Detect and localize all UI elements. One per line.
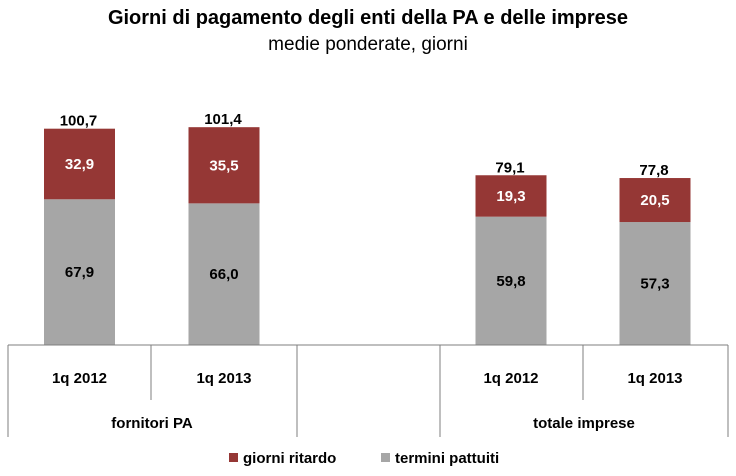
chart-subtitle: medie ponderate, giorni xyxy=(268,34,468,55)
data-label-termini-pattuiti: 57,3 xyxy=(640,276,669,293)
chart-title: Giorni di pagamento degli enti della PA … xyxy=(108,7,628,29)
bar-giorni-ritardo xyxy=(619,178,691,223)
total-label: 100,7 xyxy=(60,113,98,130)
total-label: 77,8 xyxy=(639,162,668,179)
category-label: 1q 2013 xyxy=(196,370,251,387)
data-label-giorni-ritardo: 32,9 xyxy=(65,156,94,173)
category-axis: 1q 2012 1q 2013 1q 2012 1q 2013 fornitori PA… xyxy=(7,344,729,437)
category-label: 1q 2012 xyxy=(483,370,538,387)
data-label-termini-pattuiti: 59,8 xyxy=(496,273,525,290)
bar-giorni-ritardo xyxy=(188,127,260,204)
legend-swatch xyxy=(381,453,390,462)
total-label: 79,1 xyxy=(495,159,524,176)
bar-termini-pattuiti xyxy=(619,222,691,345)
legend-label: termini pattuiti xyxy=(395,450,499,467)
category-label: 1q 2013 xyxy=(627,370,682,387)
legend-label: giorni ritardo xyxy=(243,450,336,467)
data-label-giorni-ritardo: 20,5 xyxy=(640,192,669,209)
bar-termini-pattuiti xyxy=(475,216,547,345)
bar-giorni-ritardo xyxy=(44,128,115,200)
total-label: 101,4 xyxy=(204,111,242,128)
bar-termini-pattuiti xyxy=(44,199,115,345)
data-label-termini-pattuiti: 66,0 xyxy=(209,266,238,283)
category-label: 1q 2012 xyxy=(52,370,107,387)
data-label-termini-pattuiti: 67,9 xyxy=(65,264,94,281)
data-label-giorni-ritardo: 19,3 xyxy=(496,188,525,205)
bar-termini-pattuiti xyxy=(188,203,260,345)
bar-giorni-ritardo xyxy=(475,175,547,217)
group-label: fornitori PA xyxy=(111,415,193,432)
legend-swatch xyxy=(229,453,238,462)
group-label: totale imprese xyxy=(533,415,635,432)
legend: giorni ritardo termini pattuiti xyxy=(229,450,499,467)
bars-layer: 67,9 32,9 100,7 66,0 35,5 101,4 59,8 19,3 79,1 57… xyxy=(44,111,691,345)
data-label-giorni-ritardo: 35,5 xyxy=(209,157,238,174)
